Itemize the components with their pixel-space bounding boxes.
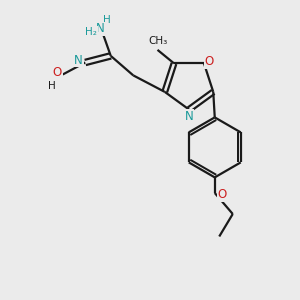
Text: O: O (205, 56, 214, 68)
Text: H₂: H₂ (85, 27, 97, 37)
Text: N: N (96, 22, 105, 35)
Text: N: N (184, 110, 194, 123)
Text: N: N (74, 54, 83, 67)
Text: O: O (53, 67, 62, 80)
Text: CH₃: CH₃ (148, 37, 167, 46)
Text: O: O (218, 188, 227, 201)
Text: H: H (103, 15, 111, 25)
Text: H: H (48, 81, 56, 91)
